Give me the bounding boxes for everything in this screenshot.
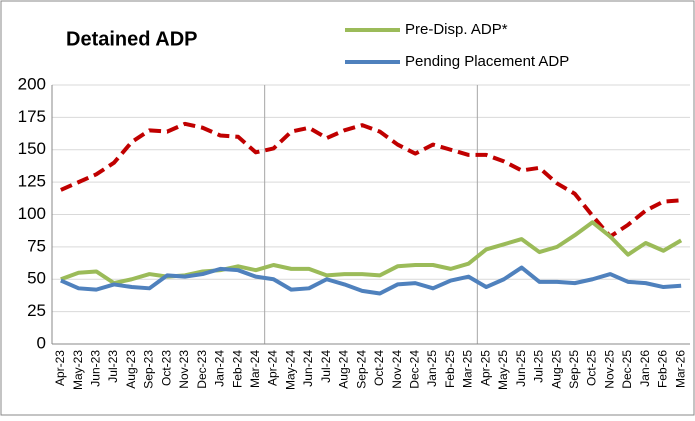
x-tick-label: Jun-25 <box>514 350 528 387</box>
x-tick-label: Dec-25 <box>620 350 634 389</box>
x-tick-label: Oct-23 <box>159 350 173 386</box>
legend-label: Pre-Disp. ADP* <box>405 21 508 38</box>
y-tick-label: 150 <box>18 139 46 158</box>
x-tick-label: Jun-23 <box>88 350 102 387</box>
chart-title: Detained ADP <box>66 28 198 50</box>
x-tick-label: Feb-26 <box>656 350 670 388</box>
y-tick-label: 50 <box>27 269 46 288</box>
series-line <box>60 265 682 296</box>
x-tick-label: Feb-25 <box>443 350 457 388</box>
x-tick-label: Jul-24 <box>319 350 333 383</box>
x-tick-label: Apr-25 <box>478 350 492 386</box>
y-tick-label: 175 <box>18 107 46 126</box>
y-tick-label: 125 <box>18 172 46 191</box>
x-tick-label: Nov-24 <box>390 350 404 389</box>
x-tick-label: Sep-24 <box>354 350 368 389</box>
x-tick-label: May-24 <box>283 350 297 390</box>
y-tick-label: 75 <box>27 236 46 255</box>
x-tick-label: Aug-23 <box>124 350 138 389</box>
x-tick-label: Jan-26 <box>638 350 652 387</box>
x-tick-label: Jul-25 <box>532 350 546 383</box>
x-tick-label: Aug-24 <box>337 350 351 389</box>
y-tick-label: 200 <box>18 74 46 93</box>
x-tick-label: Mar-26 <box>673 350 687 388</box>
x-tick-label: Apr-24 <box>266 350 280 386</box>
series-line <box>60 121 682 239</box>
y-tick-label: 100 <box>18 204 46 223</box>
x-tick-label: May-25 <box>496 350 510 390</box>
x-tick-label: Oct-24 <box>372 350 386 386</box>
y-tick-label: 25 <box>27 301 46 320</box>
x-tick-label: Jan-25 <box>425 350 439 387</box>
y-tick-label: 0 <box>37 333 46 352</box>
x-tick-label: May-23 <box>71 350 85 390</box>
x-tick-label: Sep-23 <box>142 350 156 389</box>
x-tick-label: Jan-24 <box>213 350 227 387</box>
x-tick-label: Dec-23 <box>195 350 209 389</box>
x-tick-label: Jul-23 <box>106 350 120 383</box>
x-tick-label: Feb-24 <box>230 350 244 388</box>
legend-label: Pending Placement ADP <box>405 53 569 70</box>
x-tick-label: Apr-23 <box>53 350 67 386</box>
x-tick-label: Nov-25 <box>602 350 616 389</box>
x-tick-label: Jun-24 <box>301 350 315 387</box>
x-tick-label: Mar-25 <box>461 350 475 388</box>
x-tick-label: Dec-24 <box>407 350 421 389</box>
x-tick-label: Mar-24 <box>248 350 262 388</box>
x-tick-label: Sep-25 <box>567 350 581 389</box>
x-tick-label: Oct-25 <box>585 350 599 386</box>
x-tick-label: Nov-23 <box>177 350 191 389</box>
x-tick-label: Aug-25 <box>549 350 563 389</box>
